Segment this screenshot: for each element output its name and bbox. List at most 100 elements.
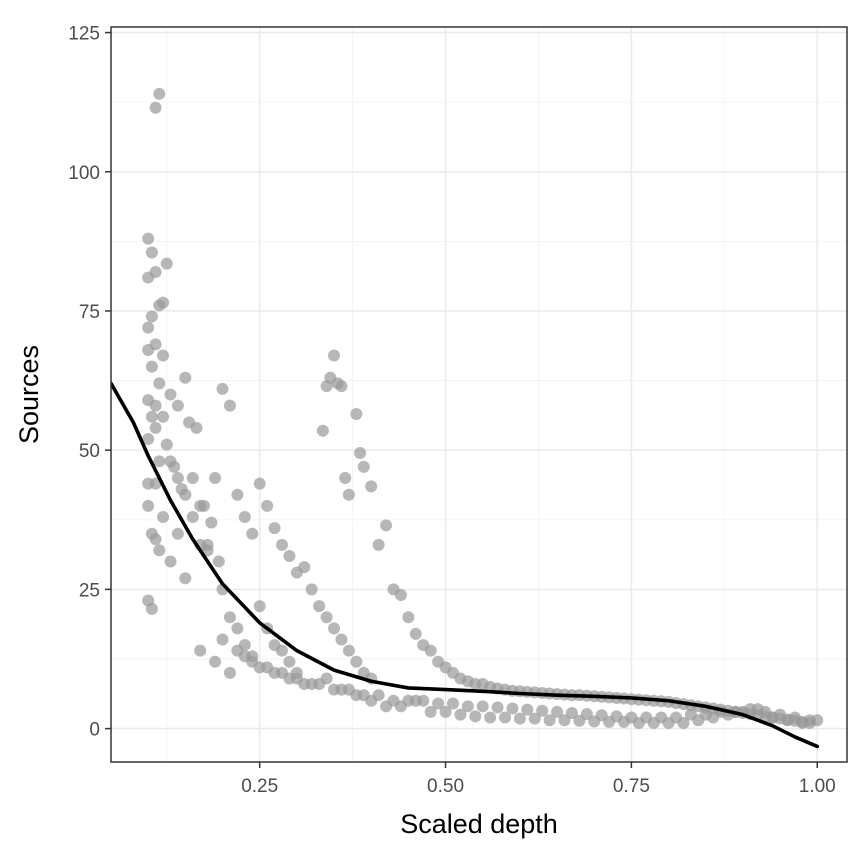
data-point [305,583,318,596]
data-point [164,388,177,401]
data-point [506,702,519,715]
major-gridlines [111,27,847,762]
data-point [439,705,452,718]
data-point [283,655,296,668]
data-point [357,460,370,473]
data-point [145,602,158,615]
y-tick-label: 25 [79,580,100,601]
data-point [261,499,274,512]
data-point [209,655,222,668]
data-point [484,711,497,724]
data-point [142,321,155,334]
data-point [335,380,348,393]
data-point [551,705,564,718]
data-point [149,399,162,412]
data-point [316,424,329,437]
data-point [142,433,155,446]
data-point [175,483,188,496]
data-point [565,707,578,719]
data-point [354,446,367,459]
data-point [209,472,222,485]
data-point [268,666,281,679]
data-point [223,666,236,679]
data-point [372,689,385,702]
smooth-line-layer [111,381,820,749]
data-point [543,714,556,727]
data-point [320,611,333,624]
data-point [424,705,437,718]
data-point [157,410,170,423]
x-tick-label: 0.25 [241,776,278,797]
data-point [610,710,623,723]
data-point [205,516,218,529]
data-point [298,678,311,691]
data-point [212,555,225,568]
data-point [179,371,192,384]
data-point [157,296,170,309]
data-point [380,519,393,532]
data-point [142,343,155,356]
data-point [153,87,166,100]
data-point [142,232,155,245]
data-point [655,711,668,724]
data-point [153,377,166,390]
data-point [153,455,166,468]
data-point [394,588,407,601]
y-tick-label: 50 [79,441,100,462]
data-point [469,710,482,723]
data-point [513,712,526,725]
data-point [417,694,430,707]
data-point [160,438,173,451]
data-point [153,544,166,557]
data-point [283,672,296,685]
data-point [461,700,474,713]
data-point [223,611,236,624]
data-point [197,499,210,512]
x-tick-label: 1.00 [799,776,836,797]
data-point [238,650,251,663]
y-tick-label: 0 [89,720,100,741]
data-point [476,700,489,713]
data-point [357,689,370,702]
data-point [335,633,348,646]
data-point [149,533,162,546]
data-point [424,644,437,657]
data-point [491,701,504,714]
data-point [253,600,266,613]
data-point [145,246,158,259]
data-point [328,622,341,635]
data-point [342,488,355,501]
data-point [145,360,158,373]
data-point [283,549,296,562]
axis-ticks [105,31,819,768]
data-point [246,527,259,540]
data-point [521,703,534,716]
y-tick-labels: 0 25 50 75 100 125 [68,24,100,741]
data-point [328,683,341,696]
data-point [328,349,341,362]
data-point [558,714,571,727]
data-point [625,711,638,724]
data-point [365,480,378,493]
data-point [275,644,288,657]
data-point [231,488,244,501]
data-point [342,644,355,657]
data-point [350,655,363,668]
data-point [190,421,203,434]
data-point [168,460,181,473]
data-point [157,349,170,362]
x-axis-title: Scaled depth [400,809,558,839]
data-point [223,399,236,412]
y-axis-title: Sources [14,345,44,444]
data-point [194,644,207,657]
data-point [580,708,593,721]
data-point [536,704,549,717]
data-point [171,399,184,412]
data-point [402,694,415,707]
data-point [186,472,199,485]
data-point [446,697,459,710]
data-point [253,661,266,674]
data-point [171,472,184,485]
data-point [684,708,697,721]
